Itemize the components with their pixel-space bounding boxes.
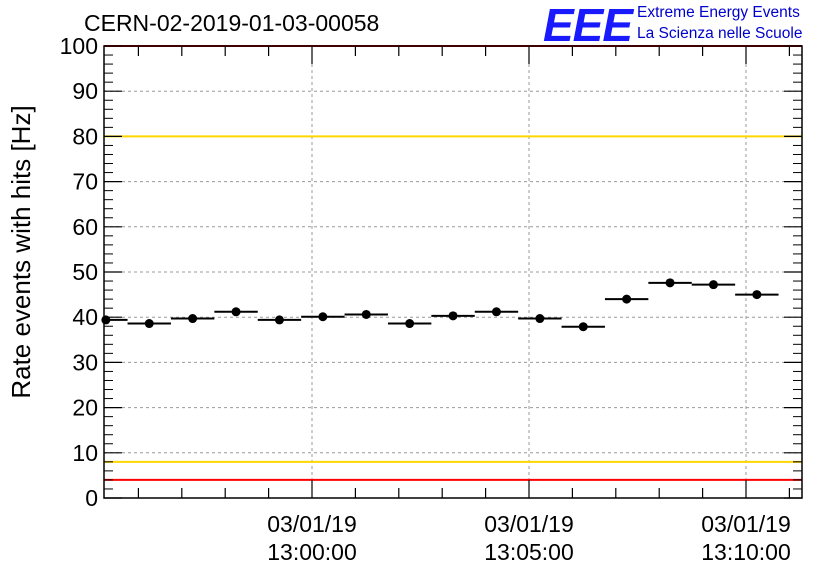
logo-subtitle-line1: Extreme Energy Events: [637, 4, 800, 21]
eee-logo-mark: EEE: [543, 0, 633, 51]
data-point: [535, 314, 545, 324]
y-tick-label: 80: [72, 123, 98, 149]
y-tick-labels: 0 10 20 30 40 50 60 70 80 90 100: [60, 33, 98, 511]
eee-logo: EEE Extreme Energy Events La Scienza nel…: [543, 0, 833, 51]
x-tick-label-time: 13:00:00: [267, 539, 357, 565]
data-point: [144, 319, 154, 329]
y-tick-label: 10: [72, 440, 98, 466]
axis-ticks: [104, 45, 802, 499]
data-point: [188, 314, 198, 324]
y-tick-label: 70: [72, 169, 98, 195]
y-axis-title: Rate events with hits [Hz]: [6, 105, 36, 398]
y-tick-label: 100: [60, 33, 98, 59]
y-tick-label: 0: [85, 485, 98, 511]
y-tick-label: 90: [72, 78, 98, 104]
y-tick-label: 40: [72, 304, 98, 330]
run-title: CERN-02-2019-01-03-00058: [84, 10, 380, 36]
y-tick-label: 50: [72, 259, 98, 285]
data-point: [274, 315, 284, 325]
x-tick-label-date: 03/01/19: [484, 511, 574, 537]
data-point: [665, 278, 675, 288]
x-tick-label-time: 13:05:00: [484, 539, 574, 565]
x-tick-label-date: 03/01/19: [701, 511, 791, 537]
data-point: [231, 307, 241, 317]
x-tick-label-date: 03/01/19: [267, 511, 357, 537]
grid-lines: [104, 46, 802, 498]
data-point: [622, 294, 632, 304]
data-point: [361, 309, 371, 319]
data-point: [101, 315, 111, 325]
y-tick-label: 30: [72, 349, 98, 375]
data-points: [101, 278, 779, 332]
data-point: [578, 322, 588, 332]
data-point: [448, 311, 458, 321]
data-point: [405, 319, 415, 329]
x-tick-labels: 03/01/1913:00:0003/01/1913:05:0003/01/19…: [267, 511, 791, 565]
y-tick-label: 60: [72, 214, 98, 240]
data-point: [491, 307, 501, 317]
reference-lines: [104, 45, 802, 481]
y-tick-label: 20: [72, 395, 98, 421]
data-point: [318, 312, 328, 322]
data-point: [708, 280, 718, 290]
data-point: [752, 290, 762, 300]
logo-subtitle-line2: La Scienza nelle Scuole: [637, 25, 803, 42]
x-tick-label-time: 13:10:00: [701, 539, 791, 565]
